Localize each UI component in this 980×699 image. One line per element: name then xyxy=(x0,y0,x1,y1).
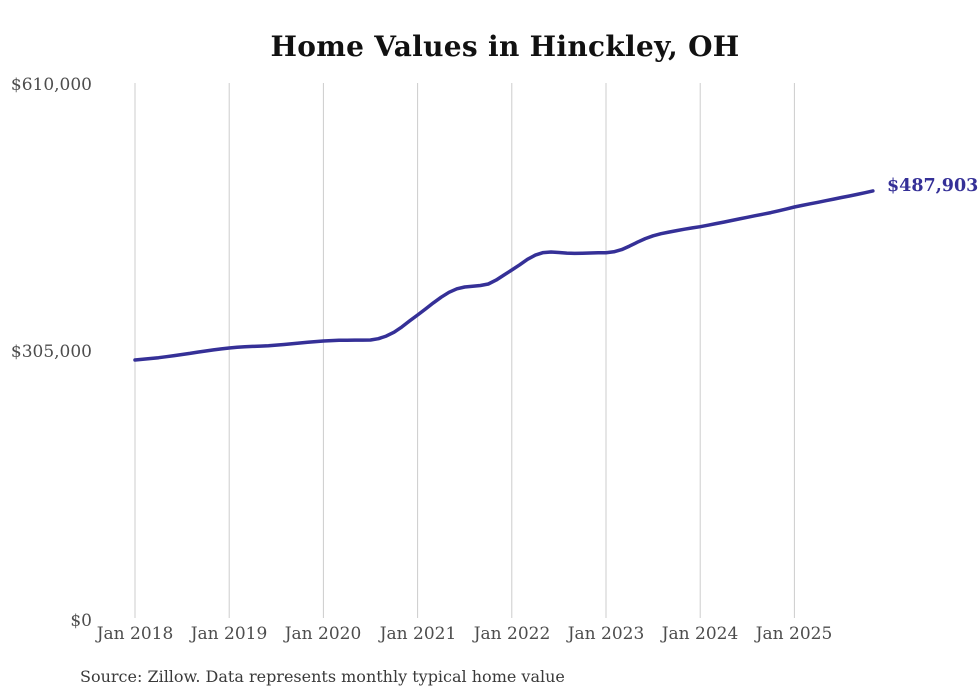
x-axis-tick-label: Jan 2021 xyxy=(379,624,457,644)
chart-title: Home Values in Hinckley, OH xyxy=(270,30,740,63)
x-axis-tick-label: Jan 2025 xyxy=(755,624,833,644)
x-axis-tick-label: Jan 2023 xyxy=(567,624,645,644)
home-value-trend-line xyxy=(133,189,875,362)
x-axis-tick-label: Jan 2020 xyxy=(284,624,362,644)
source-note: Source: Zillow. Data represents monthly … xyxy=(80,667,565,686)
y-axis-tick-label: $0 xyxy=(70,611,92,631)
x-axis-tick-label: Jan 2024 xyxy=(661,624,739,644)
latest-value-label: $487,903 xyxy=(887,176,979,196)
x-axis-tick-label: Jan 2019 xyxy=(190,624,268,644)
x-axis-tick-label: Jan 2022 xyxy=(473,624,551,644)
y-axis-tick-label: $610,000 xyxy=(10,75,92,95)
x-axis-tick-label: Jan 2018 xyxy=(96,624,174,644)
y-axis-tick-label: $305,000 xyxy=(10,342,92,362)
